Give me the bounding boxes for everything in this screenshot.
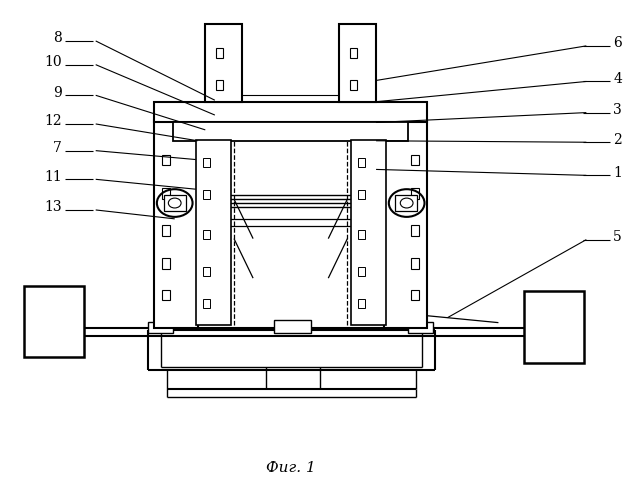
Bar [411, 258, 419, 269]
Bar [358, 190, 365, 199]
Text: 3: 3 [613, 103, 622, 117]
Text: 13: 13 [44, 200, 62, 215]
Bar [411, 225, 419, 236]
Bar [274, 320, 311, 332]
Bar [411, 290, 419, 300]
Bar [524, 292, 584, 363]
Bar [358, 158, 365, 167]
Bar [24, 286, 84, 357]
Bar [339, 24, 376, 102]
Bar [384, 120, 427, 328]
Bar [350, 81, 357, 90]
Bar [358, 299, 365, 308]
Bar [164, 195, 186, 211]
Bar [154, 120, 198, 328]
Bar [358, 230, 365, 239]
Bar [408, 322, 433, 332]
Bar [204, 267, 210, 276]
Bar [350, 48, 357, 58]
Bar [173, 122, 408, 141]
Bar [351, 140, 386, 325]
Bar [162, 155, 170, 166]
Text: 7: 7 [53, 141, 62, 155]
Bar [162, 258, 170, 269]
Text: 9: 9 [53, 86, 62, 100]
Bar [395, 195, 417, 211]
Text: 2: 2 [613, 133, 622, 147]
Bar [162, 188, 170, 199]
Text: 5: 5 [613, 230, 622, 244]
Bar [162, 290, 170, 300]
Bar [204, 230, 210, 239]
Bar [216, 48, 223, 58]
Text: 12: 12 [44, 114, 62, 129]
Text: 8: 8 [53, 31, 62, 45]
Text: 11: 11 [44, 170, 62, 184]
Bar [411, 155, 419, 166]
Bar [204, 158, 210, 167]
Bar [148, 322, 173, 332]
Text: Фиг. 1: Фиг. 1 [266, 461, 316, 476]
Bar [196, 140, 231, 325]
Text: 10: 10 [44, 55, 62, 69]
Bar [205, 24, 243, 102]
Bar [204, 299, 210, 308]
Text: 6: 6 [613, 36, 622, 50]
Bar [216, 81, 223, 90]
Bar [358, 267, 365, 276]
Text: 4: 4 [613, 72, 622, 86]
Bar [204, 190, 210, 199]
Bar [411, 188, 419, 199]
Bar [162, 225, 170, 236]
Bar [154, 102, 427, 122]
Text: 1: 1 [613, 166, 622, 180]
